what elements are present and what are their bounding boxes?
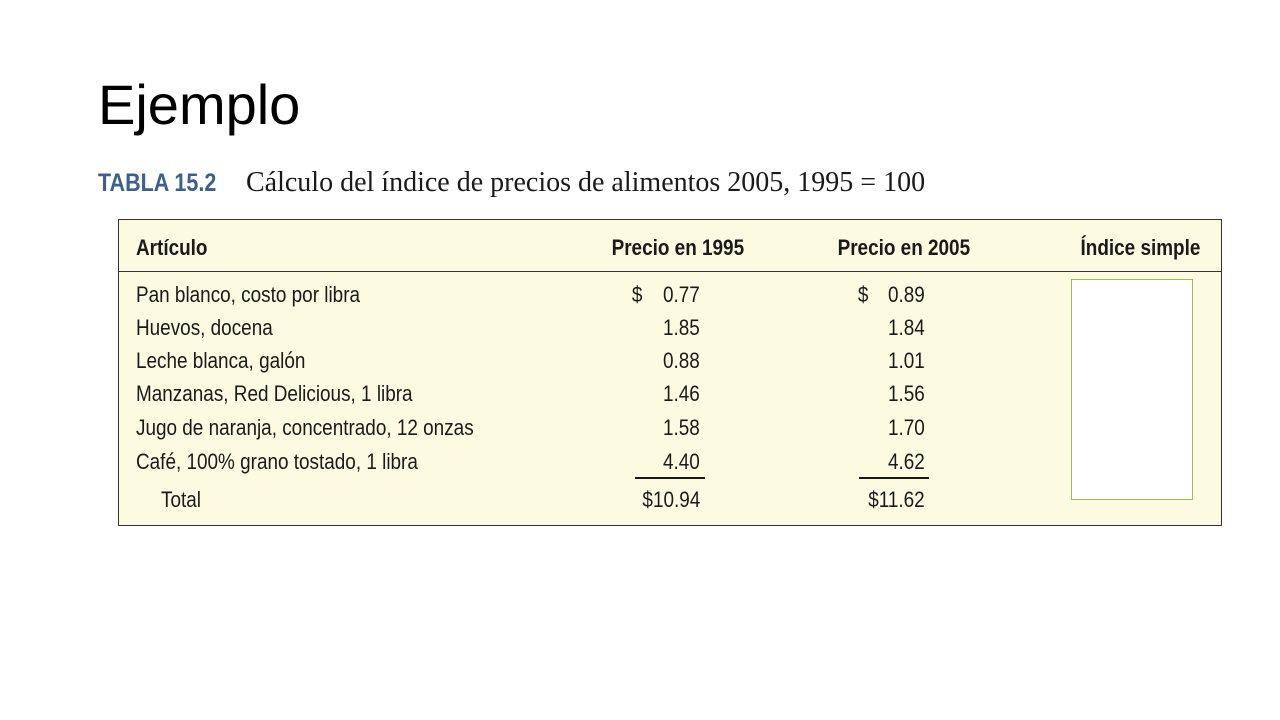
sum-rule-1995 xyxy=(635,477,705,479)
row-item: Pan blanco, costo por libra xyxy=(136,282,361,307)
price-index-table: Artículo Precio en 1995 Precio en 2005 Í… xyxy=(118,219,1222,526)
sum-rule-2005 xyxy=(859,477,929,479)
table-caption: TABLA 15.2 Cálculo del índice de precios … xyxy=(98,166,925,204)
table-row: Pan blanco, costo por libra $ 0.77 $ 0.8… xyxy=(119,278,1221,312)
row-price-2005: 1.56 xyxy=(888,381,925,406)
slide-title: Ejemplo xyxy=(98,73,301,136)
total-label: Total xyxy=(161,487,201,512)
total-price-1995: $10.94 xyxy=(642,487,700,512)
table-header-row: Artículo Precio en 1995 Precio en 2005 Í… xyxy=(119,220,1221,272)
currency-symbol-1995: $ xyxy=(631,282,643,307)
row-item: Café, 100% grano tostado, 1 libra xyxy=(136,449,418,474)
header-price-2005: Precio en 2005 xyxy=(837,235,970,260)
row-item: Jugo de naranja, concentrado, 12 onzas xyxy=(136,415,474,440)
row-price-1995: 0.77 xyxy=(663,282,700,307)
table-row: Jugo de naranja, concentrado, 12 onzas 1… xyxy=(119,411,1221,445)
simple-index-answer-box xyxy=(1071,279,1193,500)
table-row: Manzanas, Red Delicious, 1 libra 1.46 1.… xyxy=(119,377,1221,411)
currency-symbol-2005: $ xyxy=(857,282,869,307)
table-total-row: Total $10.94 $11.62 xyxy=(119,483,1221,517)
row-price-1995: 0.88 xyxy=(663,348,700,373)
row-price-2005: 0.89 xyxy=(888,282,925,307)
row-item: Leche blanca, galón xyxy=(136,348,306,373)
header-item: Artículo xyxy=(136,235,208,260)
row-price-2005: 1.70 xyxy=(888,415,925,440)
row-price-1995: 1.85 xyxy=(663,315,700,340)
row-item: Manzanas, Red Delicious, 1 libra xyxy=(136,381,413,406)
table-row: Café, 100% grano tostado, 1 libra 4.40 4… xyxy=(119,445,1221,479)
row-price-2005: 1.01 xyxy=(888,348,925,373)
table-number-label: TABLA 15.2 xyxy=(98,169,217,197)
table-row: Huevos, docena 1.85 1.84 xyxy=(119,311,1221,345)
total-price-2005: $11.62 xyxy=(868,487,925,512)
table-caption-text: Cálculo del índice de precios de aliment… xyxy=(246,167,926,198)
table-row: Leche blanca, galón 0.88 1.01 xyxy=(119,344,1221,378)
row-price-1995: 1.58 xyxy=(663,415,700,440)
row-price-2005: 4.62 xyxy=(888,449,925,474)
row-price-2005: 1.84 xyxy=(888,315,925,340)
header-simple-index: Índice simple xyxy=(1080,235,1200,260)
row-price-1995: 4.40 xyxy=(663,449,700,474)
row-item: Huevos, docena xyxy=(136,315,273,340)
header-price-1995: Precio en 1995 xyxy=(611,235,744,260)
row-price-1995: 1.46 xyxy=(663,381,700,406)
